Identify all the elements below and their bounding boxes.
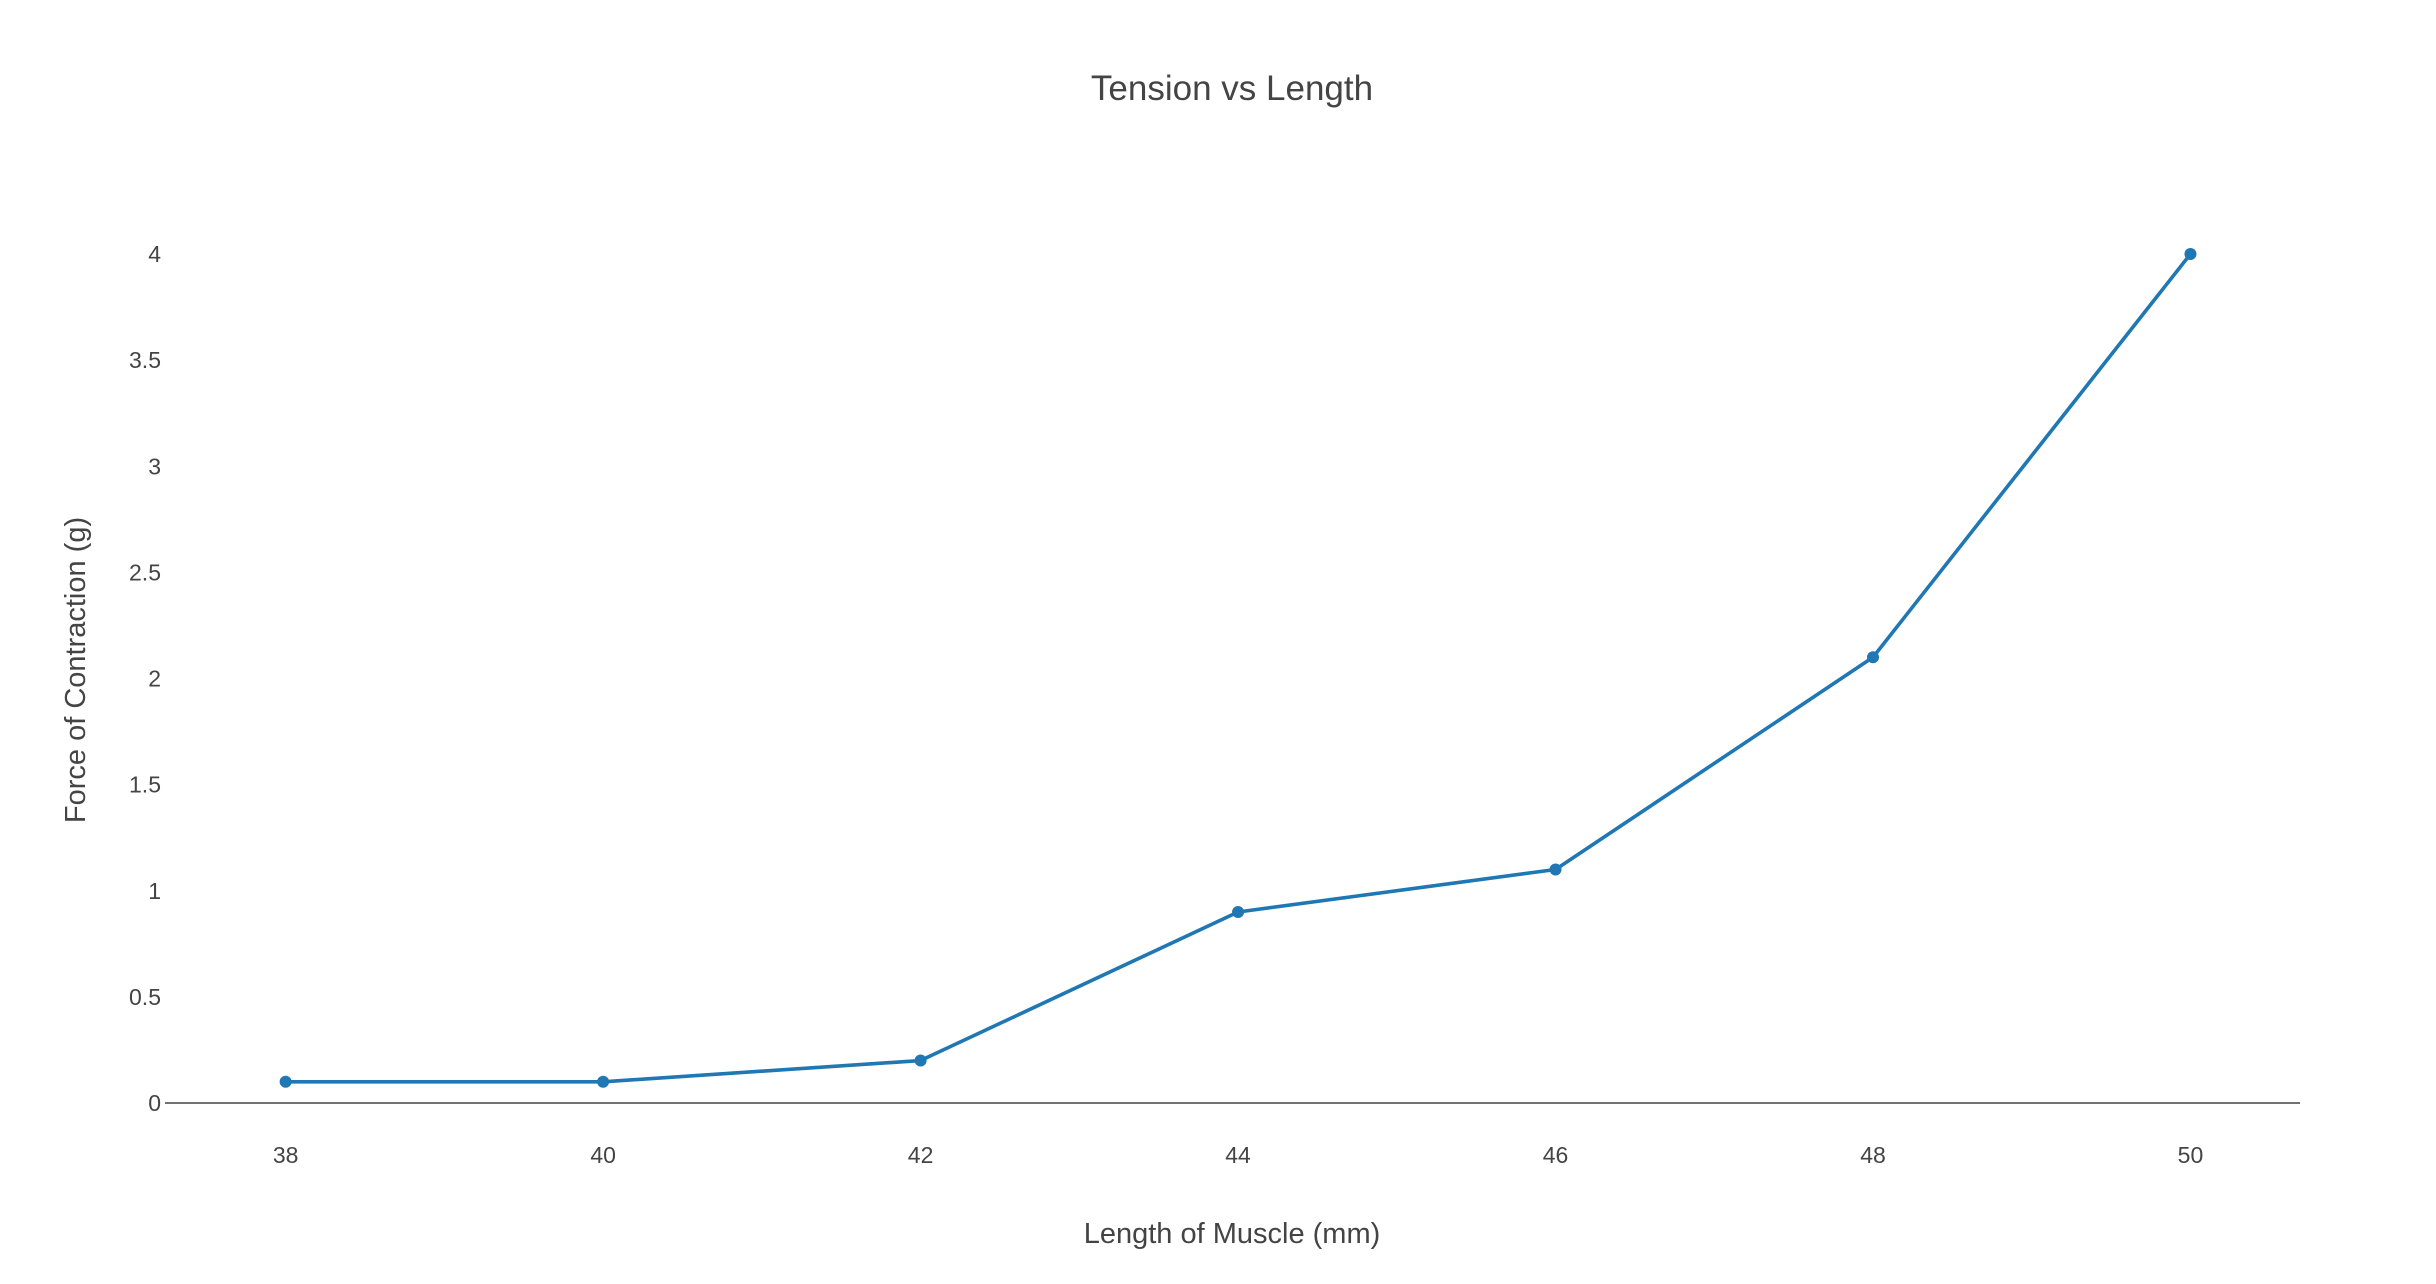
data-point — [1549, 863, 1562, 876]
data-point — [2184, 248, 2197, 260]
data-point — [597, 1075, 610, 1088]
y-axis-title: Force of Contraction (g) — [60, 517, 92, 823]
x-tick-label: 46 — [1543, 1142, 1569, 1168]
y-tick-label: 3 — [148, 453, 161, 479]
x-tick-label: 44 — [1225, 1142, 1251, 1168]
series-group — [279, 248, 2197, 1088]
data-point — [1232, 905, 1245, 918]
x-axis-ticks: 38 40 42 44 46 48 50 — [273, 1142, 2203, 1168]
data-point — [1867, 651, 1879, 664]
x-tick-label: 38 — [273, 1142, 299, 1168]
y-tick-label: 0 — [148, 1090, 161, 1116]
x-tick-label: 42 — [908, 1142, 934, 1168]
x-tick-label: 48 — [1860, 1142, 1886, 1168]
x-tick-label: 40 — [590, 1142, 616, 1168]
data-point — [279, 1075, 292, 1088]
series-line — [283, 252, 2193, 1084]
y-tick-label: 2 — [148, 666, 161, 692]
y-tick-label: 2.5 — [129, 559, 161, 585]
x-axis-title: Length of Muscle (mm) — [1084, 1218, 1381, 1250]
y-tick-label: 1 — [148, 878, 161, 904]
y-axis-ticks: 0 0.5 1 1.5 2 2.5 3 3.5 4 — [129, 241, 161, 1116]
chart-title: Tension vs Length — [1091, 69, 1373, 108]
y-tick-label: 3.5 — [129, 347, 161, 373]
y-tick-label: 1.5 — [129, 772, 161, 798]
x-tick-label: 50 — [2178, 1142, 2204, 1168]
y-tick-label: 4 — [148, 241, 161, 267]
data-point — [914, 1054, 927, 1067]
y-tick-label: 0.5 — [129, 984, 161, 1010]
